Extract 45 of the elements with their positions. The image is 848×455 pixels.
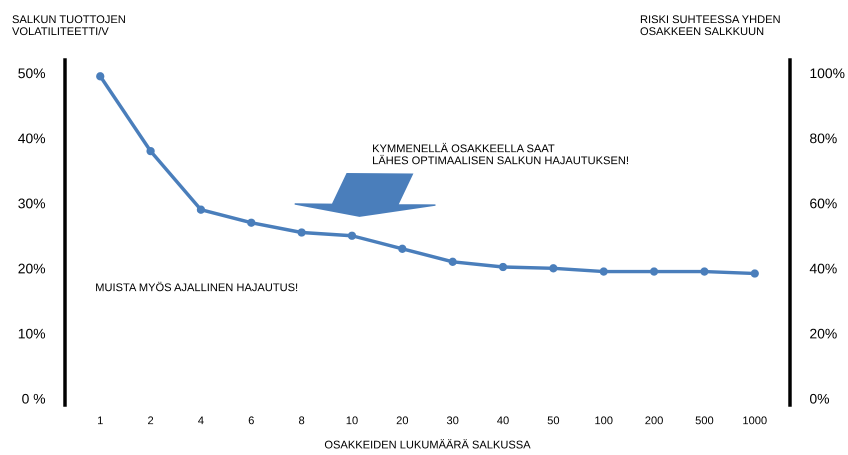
x-tick-label: 30 — [446, 416, 458, 424]
x-tick-label: 8 — [299, 416, 304, 424]
point — [600, 267, 608, 276]
y2-tick-label: 0% — [810, 394, 830, 404]
point — [700, 267, 709, 276]
y2-tick-label: 20% — [810, 328, 837, 339]
y-axis-title: SALKUN TUOTTOJEN VOLATILITEETTI/V — [12, 15, 125, 36]
y2-tick-label: 100% — [810, 68, 844, 78]
point — [398, 244, 406, 253]
x-tick-label: 100 — [595, 416, 613, 424]
x-tick-label: 20 — [396, 416, 408, 424]
point — [196, 206, 206, 214]
point — [247, 218, 256, 227]
x-tick-label: 4 — [198, 416, 204, 424]
point — [650, 267, 658, 276]
y-tick-label: 0 % — [22, 394, 46, 404]
annotation: MUISTA MYÖS AJALLINEN HAJAUTUS! — [96, 282, 298, 292]
y2-tick-label: 80% — [810, 133, 837, 144]
point — [348, 232, 356, 240]
x-tick-label: 500 — [696, 416, 714, 424]
x-tick-label: 200 — [645, 416, 663, 424]
point — [96, 72, 104, 80]
x-tick-label: 6 — [248, 416, 254, 424]
point — [146, 146, 155, 156]
point — [750, 269, 759, 278]
y-tick-label: 20% — [18, 264, 46, 274]
point — [448, 258, 457, 266]
x-tick-label: 1000 — [743, 416, 767, 424]
x-tick-label: 1 — [98, 416, 103, 424]
x-tick-label: 10 — [346, 416, 358, 424]
annotation: KYMMENELLÄ OSAKKEELLA SAAT LÄHES OPTIMAALISEN SALKUN HAJAUTUKSEN! — [373, 142, 628, 164]
point — [498, 262, 508, 272]
y2-tick-label: 40% — [810, 264, 837, 274]
x-tick-label: 2 — [148, 416, 154, 424]
point — [549, 264, 558, 272]
point — [297, 228, 306, 237]
y-tick-label: 10% — [18, 328, 46, 339]
y-tick-label: 40% — [18, 133, 46, 144]
x-tick-label: 40 — [497, 416, 509, 424]
y2-axis-title: RISKI SUHTEESSA YHDEN OSAKKEEN SALKKUUN — [640, 15, 780, 36]
y2-tick-label: 60% — [810, 198, 837, 208]
y-tick-label: 30% — [18, 198, 46, 208]
x-tick-label: 50 — [548, 416, 560, 424]
y-tick-label: 50% — [18, 68, 46, 78]
x-axis-title: OSAKKEIDEN LUKUMÄÄRÄ SALKUSSA — [324, 439, 531, 449]
